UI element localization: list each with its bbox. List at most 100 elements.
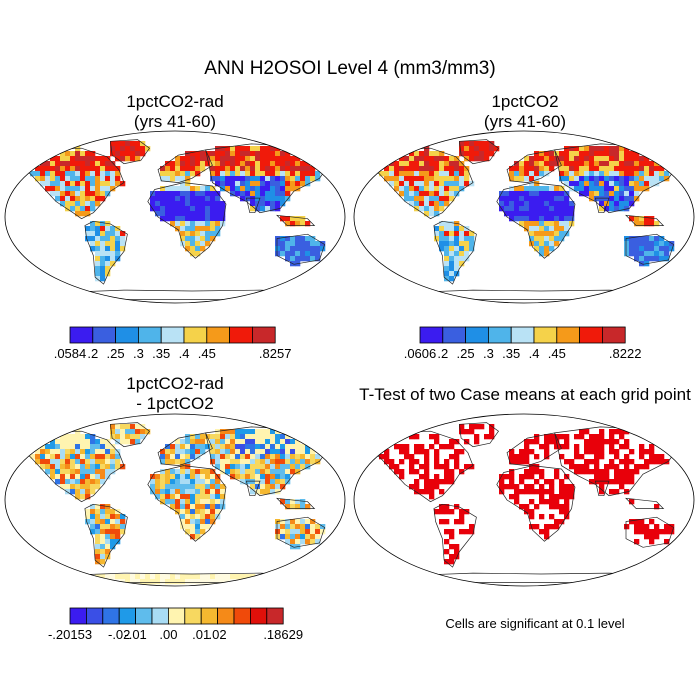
map-cell <box>629 216 635 222</box>
map-cell <box>165 206 171 212</box>
map-cell <box>444 519 450 525</box>
map-cell <box>434 176 440 182</box>
map-cell <box>544 226 550 232</box>
map-cell <box>614 186 620 192</box>
map-cell <box>524 186 530 192</box>
map-cell <box>295 534 301 540</box>
map-cell <box>280 464 286 470</box>
map-cell <box>624 161 630 167</box>
map-cell <box>245 191 251 197</box>
map-cell <box>235 176 241 182</box>
map-cell <box>439 236 445 242</box>
map-cell <box>100 449 106 455</box>
map-cell <box>285 459 291 465</box>
map-cell <box>100 181 106 187</box>
coastline-greenland <box>110 422 150 448</box>
map-cell <box>80 444 86 450</box>
map-cell <box>305 454 311 460</box>
map-cell <box>439 246 445 252</box>
colorbar-label: .02 <box>209 627 227 642</box>
map-cell <box>549 216 555 222</box>
map-cell <box>614 429 620 435</box>
map-cells <box>30 424 326 585</box>
map-cell <box>225 439 231 445</box>
map-cell <box>270 479 276 485</box>
map-cell <box>80 464 86 470</box>
map-cell <box>509 186 515 192</box>
map-cell <box>85 449 91 455</box>
map-cell <box>404 181 410 187</box>
map-cell <box>135 579 141 585</box>
map-cell <box>100 559 106 565</box>
panel-c-title-line2: - 1pctCO2 <box>136 394 214 413</box>
map-cell <box>434 439 440 445</box>
map-cell <box>95 464 101 470</box>
map-cell <box>315 256 321 262</box>
map-cell <box>399 469 405 475</box>
map-cell <box>449 554 455 560</box>
map-cell <box>255 474 261 480</box>
map-cell <box>464 246 470 252</box>
map-cell <box>300 519 306 525</box>
map-cell <box>624 464 630 470</box>
map-cell <box>619 196 625 202</box>
map-cell <box>509 201 515 207</box>
map-cell <box>285 454 291 460</box>
map-cell <box>60 434 66 440</box>
map-cell <box>65 489 71 495</box>
map-cell <box>305 519 311 525</box>
map-cell <box>624 156 630 162</box>
map-cell <box>514 499 520 505</box>
map-cell <box>644 171 650 177</box>
map-cell <box>200 449 206 455</box>
map-cell <box>649 171 655 177</box>
map-cell <box>394 464 400 470</box>
map-cell <box>185 246 191 252</box>
map-cell <box>170 161 176 167</box>
map-cell <box>105 554 111 560</box>
map-cell <box>619 434 625 440</box>
map-cell <box>569 176 575 182</box>
map-cell <box>290 439 296 445</box>
map-cell <box>135 141 141 147</box>
map-cell <box>414 479 420 485</box>
map-cell <box>100 231 106 237</box>
colorbar-box <box>183 326 208 344</box>
map-cell <box>449 469 455 475</box>
map-cell <box>479 146 485 152</box>
map-cell <box>404 156 410 162</box>
map-cell <box>265 489 271 495</box>
coastline-europe <box>157 149 213 183</box>
map-cells <box>30 141 326 282</box>
map-cell <box>389 161 395 167</box>
map-cell <box>80 439 86 445</box>
map-cell <box>100 241 106 247</box>
map-cell <box>120 519 126 525</box>
map-cell <box>190 484 196 490</box>
map-cell <box>295 524 301 530</box>
map-cell <box>519 221 525 227</box>
map-cell <box>449 439 455 445</box>
map-cell <box>100 539 106 545</box>
map-cell <box>280 196 286 202</box>
map-cell <box>619 151 625 157</box>
map-cell <box>295 186 301 192</box>
map-cell <box>180 156 186 162</box>
map-cell <box>60 181 66 187</box>
map-cell <box>185 579 191 585</box>
map-cell <box>45 464 51 470</box>
map-cell <box>614 196 620 202</box>
map-cell <box>95 186 101 192</box>
map-cell <box>524 166 530 172</box>
map-cell <box>95 171 101 177</box>
map-cell <box>290 156 296 162</box>
map-cell <box>644 156 650 162</box>
map-cell <box>275 439 281 445</box>
map-cell <box>459 226 465 232</box>
map-cell <box>80 489 86 495</box>
map-cell <box>539 236 545 242</box>
map-cell <box>509 479 515 485</box>
map-cell <box>55 459 61 465</box>
map-cell <box>180 579 186 585</box>
map-cell <box>185 439 191 445</box>
